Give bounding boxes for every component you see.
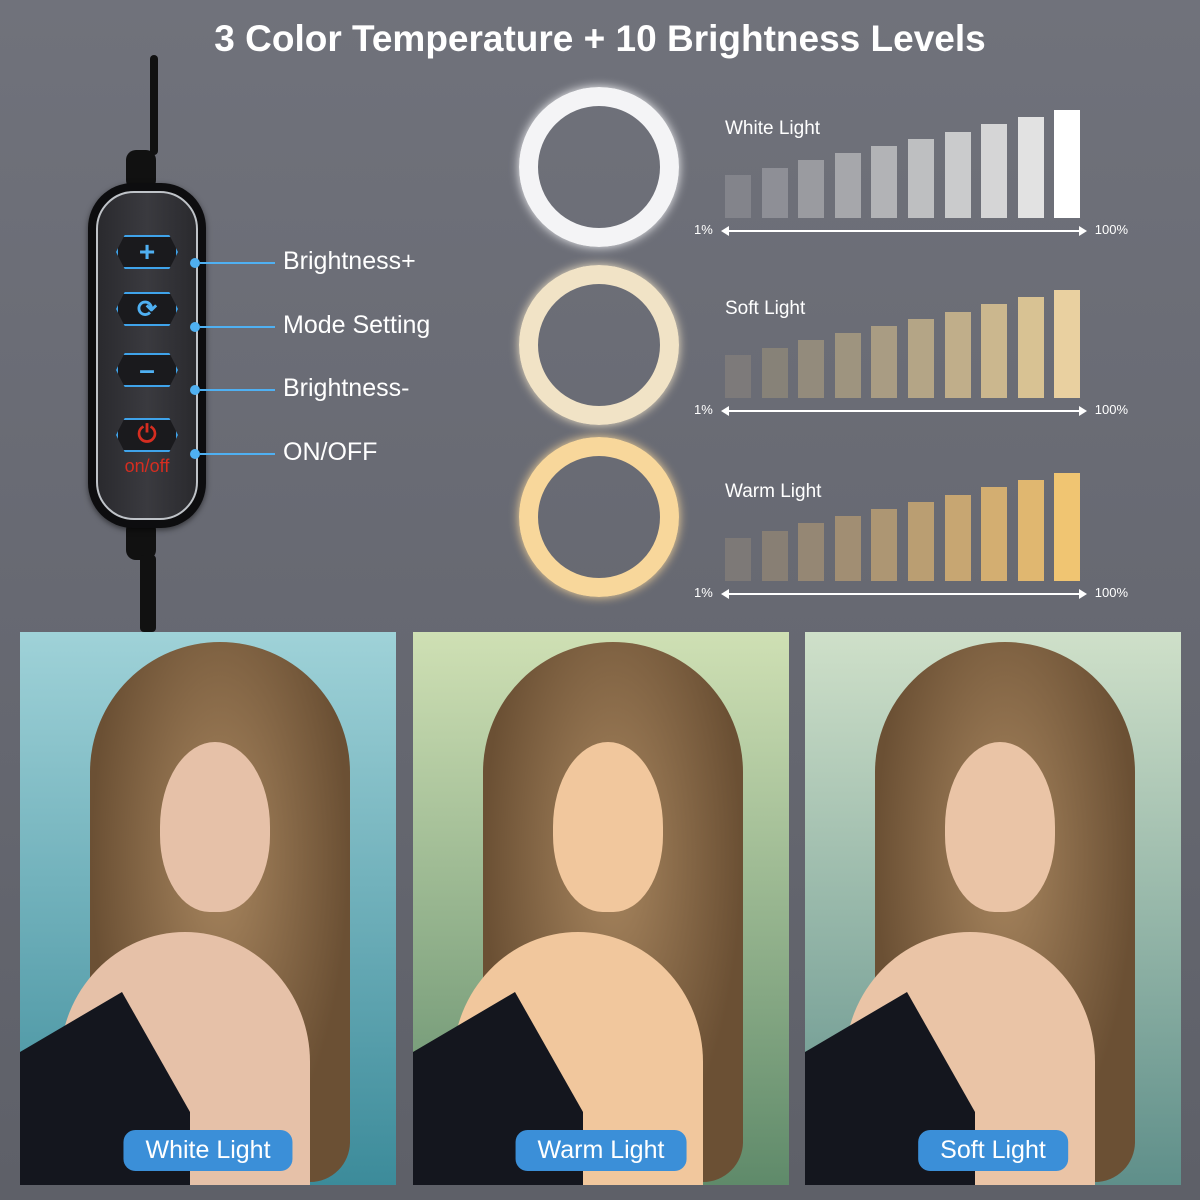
photo-label: Warm Light — [515, 1130, 687, 1171]
callout-onoff: ON/OFF — [190, 438, 378, 467]
model-photo: Warm Light — [413, 632, 789, 1185]
callout-mode: Mode Setting — [190, 311, 431, 340]
axis-min: 1% — [694, 585, 713, 600]
callout-brightness-plus: Brightness+ — [190, 247, 416, 276]
axis-max: 100% — [1094, 222, 1128, 237]
brightness-bar — [981, 124, 1008, 218]
refresh-icon: ⟳ — [136, 295, 158, 323]
arrow-left-icon — [721, 589, 729, 599]
brightness-bar — [834, 333, 861, 398]
brightness-bar — [981, 304, 1008, 398]
axis-min: 1% — [694, 402, 713, 417]
brightness-bar — [871, 509, 898, 581]
brightness-panel: Soft Light 1% 100% — [690, 280, 1140, 420]
arrow-left-icon — [721, 226, 729, 236]
brightness-bar — [908, 501, 934, 581]
brightness-bar — [1017, 480, 1044, 581]
brightness-bars — [725, 463, 1085, 581]
callout-label: Brightness+ — [283, 247, 416, 275]
mode-label: Warm Light — [725, 481, 822, 502]
brightness-plus-button[interactable]: + — [116, 235, 178, 269]
brightness-axis: 1% 100% — [690, 402, 1140, 420]
brightness-bar — [725, 537, 751, 581]
cable-bottom — [140, 555, 156, 632]
brightness-bar — [944, 131, 971, 218]
ring-light-0 — [519, 87, 679, 247]
arrow-right-icon — [1079, 589, 1087, 599]
mode-label: Soft Light — [725, 298, 806, 319]
brightness-bar — [1017, 297, 1044, 398]
arrow-right-icon — [1079, 406, 1087, 416]
power-icon: ⏻ — [137, 421, 157, 448]
cable-top — [150, 55, 158, 155]
brightness-bar — [725, 174, 751, 218]
brightness-bars — [725, 100, 1085, 218]
brightness-bar — [1054, 110, 1081, 218]
brightness-bar — [1017, 117, 1044, 218]
brightness-bar — [761, 167, 788, 218]
brightness-panel: White Light 1% 100% — [690, 100, 1140, 240]
axis-min: 1% — [694, 222, 713, 237]
photo-label: White Light — [123, 1130, 293, 1171]
brightness-bar — [834, 153, 861, 218]
brightness-bar — [725, 354, 751, 398]
brightness-bar — [944, 311, 971, 398]
brightness-bar — [798, 340, 825, 398]
brightness-bar — [1054, 473, 1081, 581]
brightness-bar — [1054, 290, 1081, 398]
callout-label: ON/OFF — [283, 438, 378, 466]
callout-label: Mode Setting — [283, 311, 431, 339]
mode-button[interactable]: ⟳ — [116, 292, 178, 326]
brightness-bar — [981, 487, 1008, 581]
brightness-minus-button[interactable]: – — [116, 353, 178, 387]
photo-label: Soft Light — [918, 1130, 1068, 1171]
plus-icon: + — [138, 236, 156, 267]
brightness-bars — [725, 280, 1085, 398]
brightness-axis: 1% 100% — [690, 222, 1140, 240]
brightness-bar — [798, 160, 825, 218]
brightness-bar — [761, 530, 788, 581]
arrow-left-icon — [721, 406, 729, 416]
page-title: 3 Color Temperature + 10 Brightness Leve… — [214, 18, 986, 59]
brightness-bar — [834, 516, 861, 581]
axis-max: 100% — [1094, 402, 1128, 417]
brightness-bar — [761, 347, 788, 398]
model-photo: White Light — [20, 632, 396, 1185]
brightness-bar — [908, 138, 934, 218]
brightness-axis: 1% 100% — [690, 585, 1140, 603]
power-button[interactable]: ⏻ — [116, 418, 178, 452]
ring-light-1 — [519, 265, 679, 425]
brightness-bar — [798, 523, 825, 581]
brightness-bar — [944, 494, 971, 581]
brightness-bar — [871, 326, 898, 398]
brightness-panel: Warm Light 1% 100% — [690, 463, 1140, 603]
callout-label: Brightness- — [283, 374, 410, 402]
onoff-label: on/off — [124, 456, 170, 476]
arrow-right-icon — [1079, 226, 1087, 236]
minus-icon: – — [139, 354, 155, 385]
model-photo: Soft Light — [805, 632, 1181, 1185]
axis-max: 100% — [1094, 585, 1128, 600]
brightness-bar — [908, 318, 934, 398]
callout-brightness-minus: Brightness- — [190, 374, 410, 403]
ring-light-2 — [519, 437, 679, 597]
brightness-bar — [871, 146, 898, 218]
mode-label: White Light — [725, 118, 821, 139]
remote-controller: + ⟳ – ⏻ on/off — [88, 183, 206, 528]
